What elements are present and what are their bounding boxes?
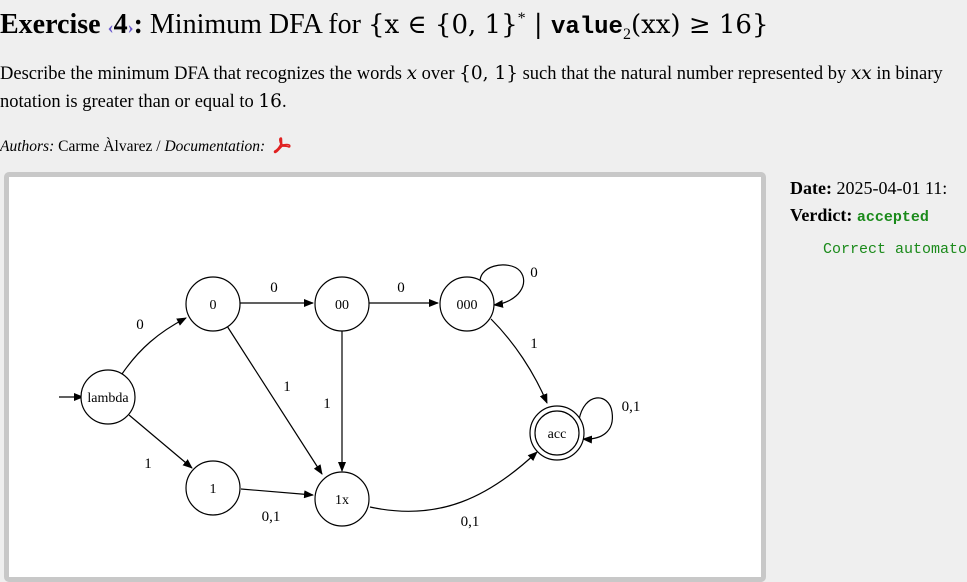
edge-label: 1: [530, 336, 538, 352]
state-label: 000: [457, 298, 478, 313]
date-label: Date:: [790, 178, 832, 198]
title-text: Minimum DFA for: [149, 9, 361, 40]
authors-label: Authors:: [0, 138, 55, 155]
authors-separator: /: [152, 138, 165, 155]
desc-part2: over: [417, 64, 460, 84]
verdict-label: Verdict:: [790, 205, 853, 225]
state-acc: acc: [529, 405, 585, 461]
title-sub: 2: [622, 26, 631, 43]
state-label: 00: [335, 298, 349, 313]
verdict-message: Correct automaton: [823, 241, 967, 258]
state-label: 1: [210, 482, 217, 497]
edge-q000-acc: [490, 318, 548, 404]
edge-label: 0,1: [461, 514, 480, 530]
edge-q1x-acc: [369, 451, 538, 512]
dfa-diagram: 0 1 0 1 0 1 0 1 0,1 0,1 0,1 lambda 0 00 …: [59, 264, 641, 530]
desc-part1: Describe the minimum DFA that recognizes…: [0, 64, 407, 84]
edge-lambda-q0: [121, 317, 187, 375]
state-q1x: 1x: [314, 471, 370, 527]
edge-label: 0,1: [622, 399, 641, 415]
documentation-label: Documentation:: [164, 138, 266, 155]
state-label: 0: [210, 298, 217, 313]
automaton-panel: 0 1 0 1 0 1 0 1 0,1 0,1 0,1 lambda 0 00 …: [4, 172, 766, 582]
edge-label: 1: [283, 379, 291, 395]
desc-alphabet: {0, 1}: [459, 63, 518, 84]
verdict-row: Verdict: accepted: [790, 202, 947, 231]
exercise-number: 4: [113, 9, 128, 40]
desc-var-x: x: [406, 63, 418, 84]
edge-label: 1: [144, 456, 152, 472]
next-exercise-arrow[interactable]: ›: [127, 17, 134, 37]
desc-var-xx: xx: [850, 63, 872, 84]
authors-line: Authors: Carme Àlvarez / Documentation:: [0, 137, 291, 159]
desc-part5: .: [281, 92, 287, 112]
author-name: Carme Àlvarez: [58, 138, 153, 155]
edge-label: 1: [323, 396, 331, 412]
submission-info: Date: 2025-04-01 11: Verdict: accepted: [790, 175, 947, 231]
title-math-open: {x ∈ {0, 1}: [367, 10, 518, 40]
prev-exercise-arrow[interactable]: ‹: [107, 17, 114, 37]
edge-label: 0: [397, 280, 405, 296]
state-label: lambda: [87, 391, 129, 406]
date-row: Date: 2025-04-01 11:: [790, 175, 947, 202]
state-label: 1x: [335, 493, 349, 508]
edge-label: 0: [530, 265, 538, 281]
edge-label: 0: [136, 317, 144, 333]
desc-number: 16: [258, 91, 282, 112]
title-math-close: (xx) ≥ 16}: [630, 10, 769, 40]
title-value: value: [550, 14, 623, 41]
state-q0: 0: [185, 276, 241, 332]
edge-label: 0: [270, 280, 278, 296]
title-math-mid: |: [525, 10, 551, 40]
state-label: acc: [548, 427, 567, 442]
edge-label: 0,1: [262, 509, 281, 525]
title-colon: :: [133, 9, 143, 40]
title-star: *: [517, 10, 526, 27]
pdf-icon[interactable]: [273, 137, 291, 159]
state-q00: 00: [314, 276, 370, 332]
state-lambda: lambda: [80, 369, 136, 425]
exercise-title: Exercise ‹4›: Minimum DFA for {x ∈ {0, 1…: [0, 2, 769, 52]
edge-acc-loop: [578, 397, 613, 444]
edge-q1-q1x: [240, 488, 314, 499]
verdict-value: accepted: [856, 209, 929, 226]
edge-q000-loop: [479, 264, 525, 308]
state-q1: 1: [185, 460, 241, 516]
desc-part3: such that the natural number represented…: [517, 64, 851, 84]
desc-part4: in binary notation is greater than or eq…: [0, 64, 943, 112]
state-q000: 000: [439, 276, 495, 332]
exercise-description: Describe the minimum DFA that recognizes…: [0, 60, 967, 116]
edge-q0-q1x: [226, 325, 323, 475]
edge-lambda-q1: [128, 414, 193, 469]
date-value: 2025-04-01 11:: [836, 178, 948, 198]
exercise-label: Exercise: [0, 9, 101, 40]
